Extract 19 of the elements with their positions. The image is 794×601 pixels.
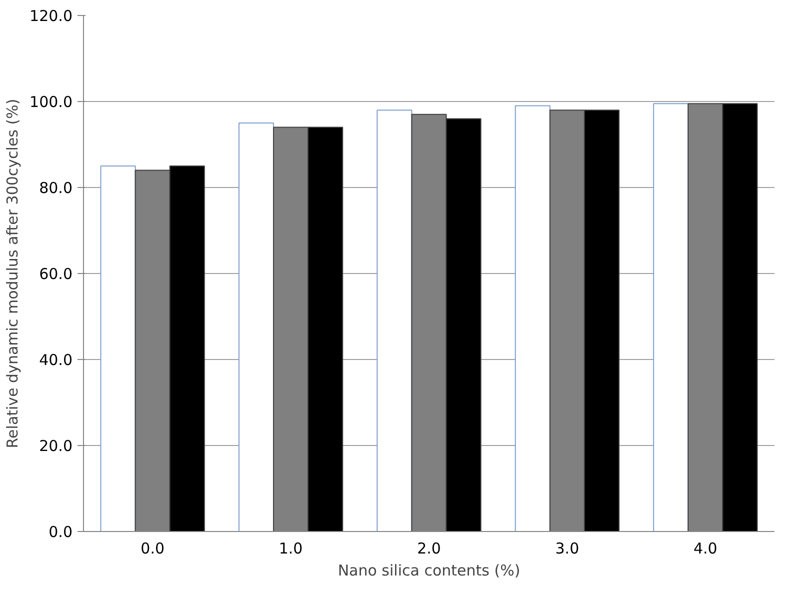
bar <box>514 105 550 532</box>
x-tick-label: 1.0 <box>278 540 303 558</box>
bar <box>376 110 412 532</box>
bar <box>238 122 274 532</box>
y-tick-label: 80.0 <box>39 179 73 197</box>
y-tick-label: 20.0 <box>39 437 73 455</box>
bar <box>653 103 689 532</box>
y-tick-label: 0.0 <box>48 523 73 541</box>
y-tick-label: 40.0 <box>39 351 73 369</box>
x-tick-label: 0.0 <box>140 540 165 558</box>
x-tick-label: 2.0 <box>417 540 441 558</box>
x-tick-label: 3.0 <box>555 540 580 558</box>
bar <box>100 166 136 532</box>
x-tick-label: 4.0 <box>693 540 718 558</box>
x-axis-title: Nano silica contents (%) <box>338 562 520 580</box>
y-axis-title: Relative dynamic modulus after 300cycles (%) <box>4 98 22 448</box>
y-tick-label: 60.0 <box>39 265 73 283</box>
y-tick-label: 120.0 <box>30 7 73 25</box>
y-tick-label: 100.0 <box>30 93 73 111</box>
